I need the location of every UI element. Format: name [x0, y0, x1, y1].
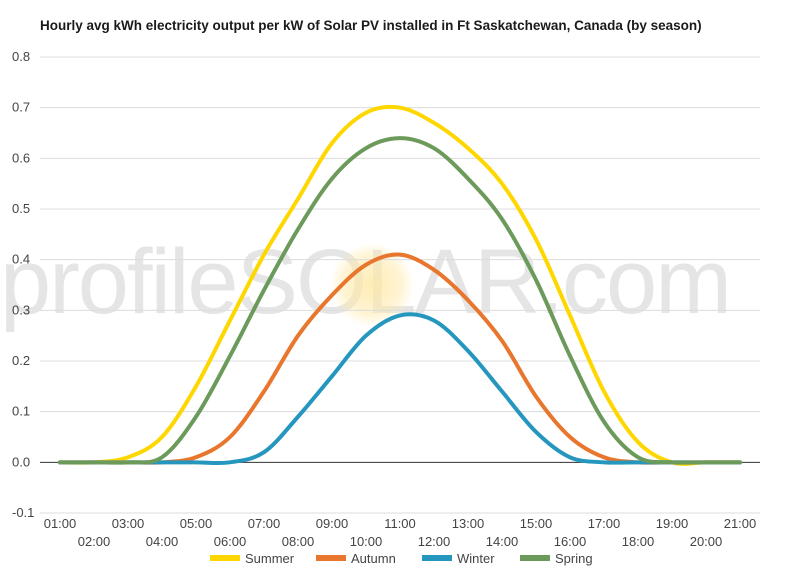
x-tick-label: 03:00	[112, 516, 145, 531]
x-tick-label: 10:00	[350, 534, 383, 549]
sun-logo-icon	[330, 243, 414, 327]
x-tick-label: 12:00	[418, 534, 451, 549]
legend-label-winter: Winter	[457, 551, 495, 566]
legend-label-spring: Spring	[555, 551, 593, 566]
x-tick-label: 09:00	[316, 516, 349, 531]
series-line-summer	[58, 104, 742, 466]
y-tick-label: 0.1	[12, 404, 30, 419]
legend-swatch-autumn	[316, 555, 346, 561]
y-tick-label: 0.2	[12, 353, 30, 368]
legend-swatch-summer	[210, 555, 240, 561]
x-tick-label: 04:00	[146, 534, 179, 549]
x-tick-label: 06:00	[214, 534, 247, 549]
y-tick-label: 0.7	[12, 100, 30, 115]
x-tick-label: 16:00	[554, 534, 587, 549]
x-tick-label: 13:00	[452, 516, 485, 531]
legend-swatch-spring	[520, 555, 550, 561]
x-tick-label: 21:00	[724, 516, 757, 531]
x-tick-label: 07:00	[248, 516, 281, 531]
legend-label-autumn: Autumn	[351, 551, 396, 566]
x-tick-label: 05:00	[180, 516, 213, 531]
x-tick-label: 20:00	[690, 534, 723, 549]
legend-label-summer: Summer	[245, 551, 295, 566]
x-tick-label: 14:00	[486, 534, 519, 549]
y-tick-label: 0.4	[12, 252, 30, 267]
series-line-winter	[58, 312, 742, 466]
x-tick-label: 02:00	[78, 534, 111, 549]
y-tick-label: 0.8	[12, 49, 30, 64]
x-tick-label: 11:00	[384, 516, 416, 531]
chart-title: Hourly avg kWh electricity output per kW…	[40, 18, 702, 33]
x-tick-label: 08:00	[282, 534, 315, 549]
y-tick-label: 0.6	[12, 150, 30, 165]
series-line-spring	[58, 136, 742, 465]
y-tick-label: -0.1	[12, 505, 34, 520]
x-tick-label: 19:00	[656, 516, 689, 531]
y-tick-label: 0.0	[12, 454, 30, 469]
y-tick-label: 0.5	[12, 201, 30, 216]
y-tick-label: 0.3	[12, 302, 30, 317]
x-tick-label: 17:00	[588, 516, 621, 531]
legend-swatch-winter	[422, 555, 452, 561]
x-tick-label: 18:00	[622, 534, 655, 549]
x-tick-label: 15:00	[520, 516, 553, 531]
x-tick-label: 01:00	[44, 516, 77, 531]
